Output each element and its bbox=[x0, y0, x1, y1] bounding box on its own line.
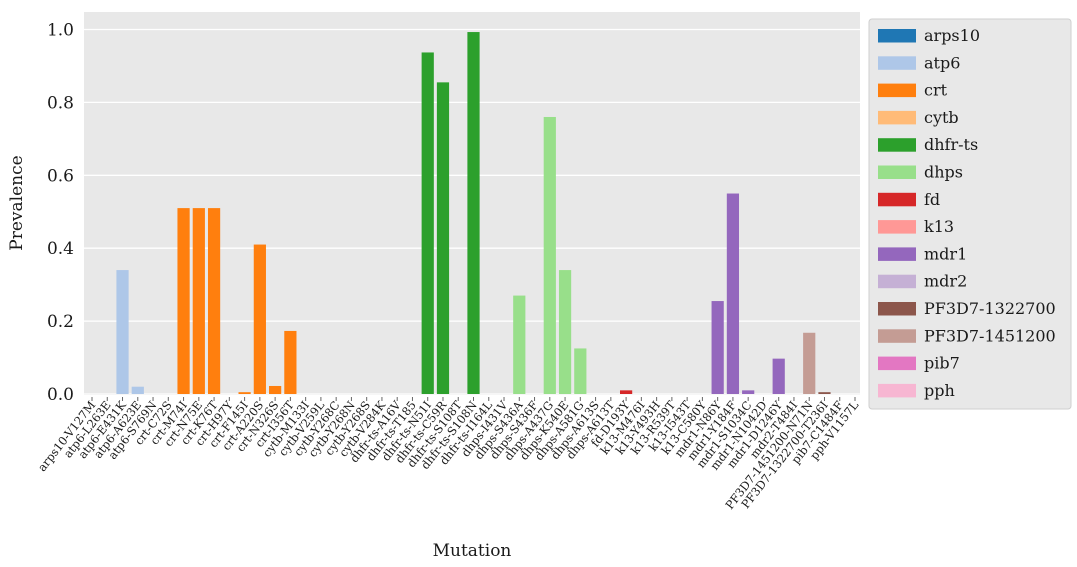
legend-label: fd bbox=[924, 190, 940, 209]
bar-crt-M74I bbox=[177, 208, 190, 394]
y-ticks: 0.0 0.2 0.4 0.6 0.8 1.0 bbox=[47, 21, 74, 406]
legend: arps10 atp6 crt cytb dhfr-ts dhps fd k13 mdr1 mdr… bbox=[868, 18, 1072, 410]
legend-label: PF3D7-1322700 bbox=[924, 299, 1056, 318]
legend-swatch-k13 bbox=[878, 220, 916, 234]
y-axis-label: Prevalence bbox=[7, 155, 27, 250]
bar-crt-F145I bbox=[238, 392, 251, 394]
y-tick-label: 0.8 bbox=[47, 93, 74, 113]
bar-fd-D193Y bbox=[619, 390, 633, 394]
bar-dhfr-ts-N51I bbox=[421, 52, 434, 394]
legend-label: arps10 bbox=[924, 26, 980, 45]
legend-swatch-pib7 bbox=[878, 356, 916, 371]
bar-mdr1-S1034C bbox=[742, 390, 755, 394]
bar-dhps-A581G bbox=[574, 348, 587, 394]
legend-swatch-mdr2 bbox=[878, 274, 916, 289]
x-axis-label: Mutation bbox=[433, 541, 512, 561]
y-tick-label: 0.4 bbox=[47, 239, 74, 259]
y-tick-label: 0.6 bbox=[47, 166, 74, 186]
bar-dhps-S436A bbox=[513, 295, 526, 394]
bar-crt-I356T bbox=[284, 330, 297, 394]
legend-box bbox=[868, 18, 1072, 410]
bar-dhfr-ts-C59R bbox=[436, 82, 450, 394]
legend-swatch-dhfr-ts bbox=[878, 138, 916, 152]
legend-label: mdr1 bbox=[924, 244, 967, 263]
bar-dhps-A437G bbox=[543, 116, 556, 394]
y-tick-label: 1.0 bbox=[47, 21, 74, 41]
bar-crt-A220S bbox=[253, 244, 266, 394]
bars bbox=[116, 32, 831, 394]
legend-swatch-cytb bbox=[878, 110, 916, 125]
legend-swatch-atp6 bbox=[878, 56, 916, 70]
bar-crt-N75E bbox=[192, 208, 205, 394]
bar-mdr1-Y184F bbox=[726, 193, 740, 394]
legend-label: crt bbox=[924, 81, 948, 100]
bar-atp6-E431K bbox=[116, 270, 129, 394]
bar-PF3D7-1451200-N71N bbox=[803, 332, 816, 394]
legend-label: k13 bbox=[924, 217, 954, 236]
legend-swatch-fd bbox=[878, 192, 916, 207]
legend-swatch-PF3D7-1322700 bbox=[878, 302, 916, 316]
legend-label: cytb bbox=[924, 108, 959, 127]
legend-swatch-mdr1 bbox=[878, 247, 916, 261]
bar-PF3D7-1322700-T236I bbox=[818, 392, 831, 394]
bar-mdr1-D1246Y bbox=[772, 358, 785, 394]
legend-label: pib7 bbox=[924, 354, 960, 373]
legend-swatch-crt bbox=[878, 83, 916, 98]
legend-label: dhfr-ts bbox=[924, 135, 978, 154]
x-ticks: arps10-V127Matp6-L263Eatp6-E431Katp6-A62… bbox=[35, 397, 862, 512]
legend-swatch-arps10 bbox=[878, 29, 916, 43]
bar-dhfr-ts-S108N bbox=[467, 32, 480, 394]
legend-swatch-dhps bbox=[878, 165, 916, 179]
y-tick-label: 0.2 bbox=[47, 312, 74, 332]
legend-swatch-PF3D7-1451200 bbox=[878, 329, 916, 343]
legend-label: dhps bbox=[924, 163, 963, 182]
legend-label: pph bbox=[924, 381, 955, 400]
bar-crt-N326S bbox=[269, 385, 282, 394]
legend-label: PF3D7-1451200 bbox=[924, 326, 1056, 345]
legend-label: mdr2 bbox=[924, 272, 967, 291]
bar-dhps-K540E bbox=[558, 270, 572, 394]
legend-swatch-pph bbox=[878, 383, 916, 398]
y-tick-label: 0.0 bbox=[47, 385, 74, 405]
bar-mdr1-N86Y bbox=[711, 301, 724, 394]
legend-label: atp6 bbox=[924, 53, 960, 72]
bar-atp6-A623E bbox=[131, 386, 144, 394]
bar-crt-K76T bbox=[207, 208, 221, 394]
